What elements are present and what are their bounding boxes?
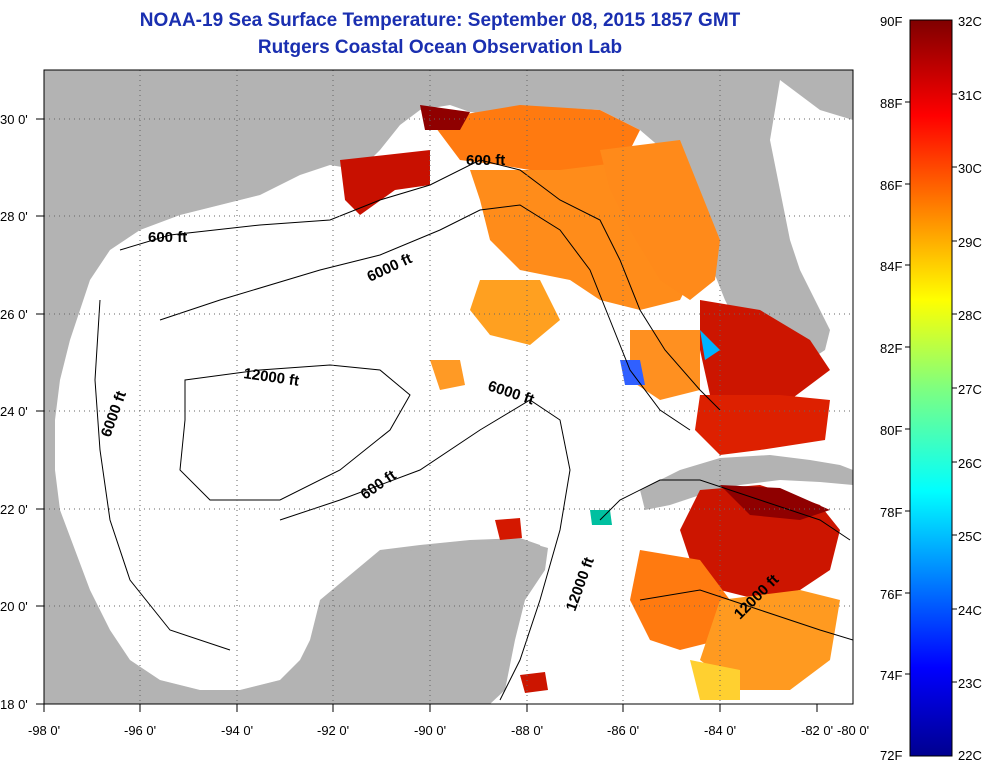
x-tick-label: -88 0' [511, 723, 543, 738]
tick-marks [36, 118, 818, 712]
colorbar-c-label: 28C [958, 308, 982, 323]
colorbar-f-label: 80F [880, 423, 903, 438]
y-tick-label: 20 0' [0, 599, 28, 614]
colorbar-f-label: 82F [880, 341, 903, 356]
colorbar-f-label: 74F [880, 668, 903, 683]
colorbar-c-label: 29C [958, 235, 982, 250]
colorbar-c-label: 26C [958, 456, 982, 471]
x-tick-label: -90 0' [414, 723, 446, 738]
colorbar-f-label: 84F [880, 259, 903, 274]
colorbar-ticks [905, 93, 957, 683]
x-tick-label: -86 0' [607, 723, 639, 738]
colorbar-c-label: 23C [958, 676, 982, 691]
land-cuba [640, 455, 853, 510]
graticule [44, 70, 853, 704]
x-tick-label: -92 0' [317, 723, 349, 738]
colorbar-f-label: 76F [880, 587, 903, 602]
map-subtitle: Rutgers Coastal Ocean Observation Lab [257, 37, 623, 58]
contour-label: 600 ft [148, 229, 187, 246]
y-tick-label: 28 0' [0, 209, 28, 224]
x-tick-label: -94 0' [221, 723, 253, 738]
colorbar-c-label: 27C [958, 382, 982, 397]
sst-data-layer [340, 105, 840, 700]
contour-label: 600 ft [466, 152, 505, 169]
x-tick-label: -98 0' [28, 723, 60, 738]
colorbar-c-label: 25C [958, 529, 982, 544]
colorbar-c-label: 31C [958, 88, 982, 103]
colorbar-c-label: 22C [958, 748, 982, 763]
y-tick-label: 24 0' [0, 404, 28, 419]
bathymetry-contours [94, 159, 853, 701]
map-frame [43, 69, 854, 705]
y-tick-label: 22 0' [0, 502, 28, 517]
x-tick-label: -84 0' [704, 723, 736, 738]
land-yucatan [300, 540, 548, 704]
colorbar-f-label: 86F [880, 178, 903, 193]
colorbar-f-label: 90F [880, 14, 903, 29]
y-tick-label: 26 0' [0, 307, 28, 322]
colorbar-f-label: 88F [880, 96, 903, 111]
map-title: NOAA-19 Sea Surface Temperature: Septemb… [139, 10, 741, 31]
x-tick-label: -96 0' [124, 723, 156, 738]
colorbar [909, 19, 953, 757]
colorbar-c-label: 24C [958, 603, 982, 618]
y-tick-label: 18 0' [0, 697, 28, 712]
y-tick-label: 30 0' [0, 112, 28, 127]
x-tick-label: -80 0' [837, 723, 869, 738]
colorbar-f-label: 72F [880, 748, 903, 763]
colorbar-c-label: 32C [958, 14, 982, 29]
x-tick-label: -82 0' [801, 723, 833, 738]
colorbar-c-label: 30C [958, 161, 982, 176]
colorbar-f-label: 78F [880, 505, 903, 520]
